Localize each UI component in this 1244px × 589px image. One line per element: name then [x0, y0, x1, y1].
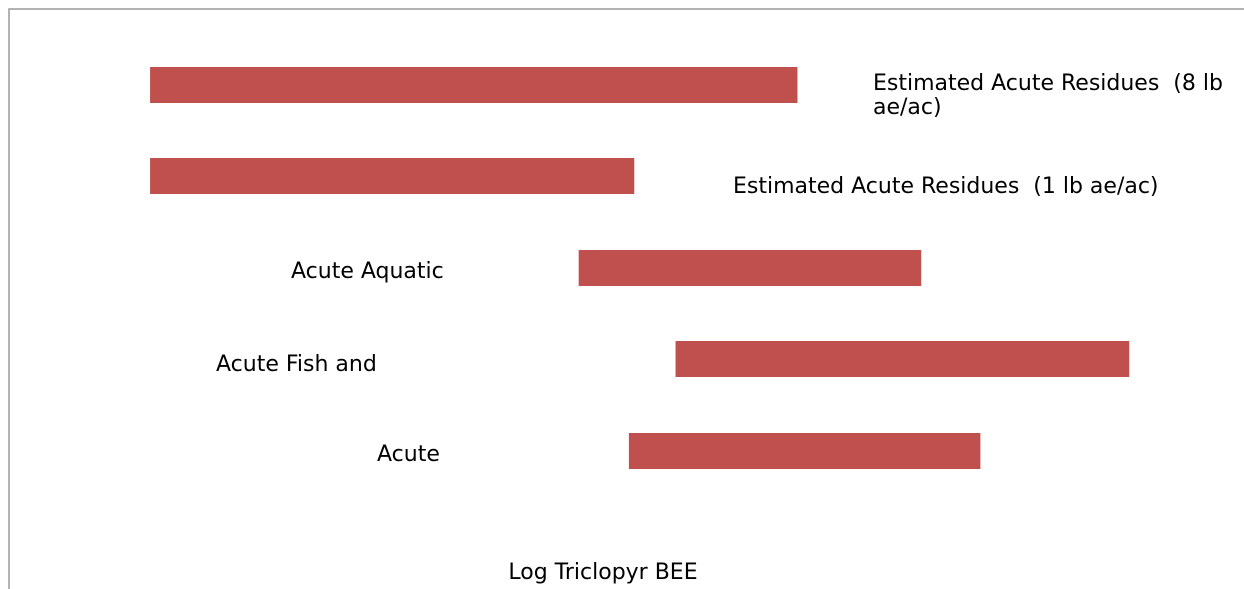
- x-axis-title: Log Triclopyr BEE: [508, 560, 698, 585]
- bar: [578, 250, 922, 286]
- bar: [150, 158, 635, 194]
- bar: [150, 67, 798, 103]
- frame: [8, 8, 1244, 589]
- category-label: Acute Aquatic: [291, 259, 444, 284]
- bar: [628, 433, 981, 469]
- category-label: Acute Fish and: [216, 352, 377, 377]
- category-label: Acute: [377, 442, 440, 467]
- category-label: Estimated Acute Residues (8 lb ae/ac): [873, 71, 1230, 120]
- category-label: Estimated Acute Residues (1 lb ae/ac): [733, 174, 1159, 199]
- bar: [675, 341, 1130, 377]
